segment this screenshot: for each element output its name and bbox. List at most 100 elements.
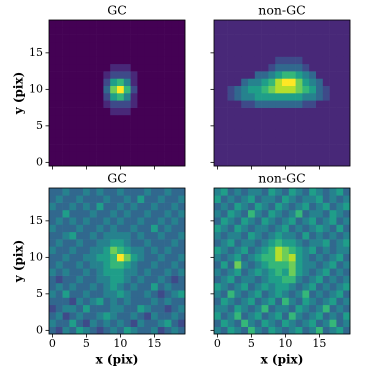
pixel (110, 136, 118, 145)
pixel (76, 261, 84, 269)
pixel (227, 319, 235, 327)
pixel (178, 34, 186, 43)
pixel (69, 202, 77, 211)
pixel (248, 268, 256, 276)
pixel (130, 202, 138, 211)
pixel (248, 202, 256, 211)
pixel (220, 107, 228, 116)
pixel (157, 239, 165, 247)
pixel (234, 209, 242, 218)
pixel (316, 129, 324, 138)
pixel (178, 217, 186, 225)
pixel (144, 253, 152, 262)
pixel (316, 217, 324, 225)
pixel (336, 27, 344, 35)
pixel (316, 246, 324, 254)
pixel (234, 253, 242, 262)
pixel (96, 114, 104, 123)
pixel (227, 144, 235, 152)
pixel (83, 114, 91, 123)
pixel (151, 100, 159, 108)
pixel (343, 224, 351, 233)
pixel (316, 136, 324, 145)
pixel (144, 151, 152, 159)
pixel (89, 224, 97, 233)
pixel (89, 56, 97, 65)
pixel (248, 209, 256, 218)
pixel (329, 158, 337, 167)
pixel (76, 188, 84, 196)
pixel (268, 319, 276, 327)
pixel (282, 188, 290, 196)
pixel (241, 224, 249, 233)
pixel (49, 41, 57, 50)
pixel (254, 202, 262, 211)
pixel (137, 209, 145, 218)
pixel (288, 122, 296, 130)
pixel (171, 56, 179, 65)
pixel (117, 326, 125, 335)
pixel (227, 107, 235, 116)
pixel (83, 71, 91, 79)
pixel (69, 34, 77, 43)
pixel (336, 144, 344, 152)
pixel (62, 217, 70, 225)
pixel (248, 93, 256, 101)
pixel (76, 20, 84, 28)
pixel (164, 253, 172, 262)
x-tick-label: 0 (214, 337, 221, 350)
pixel (157, 20, 165, 28)
pixel (220, 217, 228, 225)
pixel (62, 246, 70, 254)
pixel (275, 253, 283, 262)
pixel (83, 122, 91, 130)
pixel (164, 27, 172, 35)
pixel (144, 319, 152, 327)
pixel (137, 56, 145, 65)
pixel (295, 136, 303, 145)
pixel (144, 100, 152, 108)
pixel (254, 34, 262, 43)
pixel (227, 34, 235, 43)
pixel (329, 188, 337, 196)
pixel (302, 158, 310, 167)
pixel (343, 297, 351, 306)
pixel (316, 151, 324, 159)
pixel (69, 151, 77, 159)
pixel (343, 129, 351, 138)
pixel (76, 41, 84, 50)
pixel (123, 326, 131, 335)
pixel (322, 268, 330, 276)
pixel (55, 326, 63, 335)
pixel (96, 224, 104, 233)
y-axis-label: y (pix) (12, 240, 26, 284)
pixel (268, 107, 276, 116)
pixel (336, 188, 344, 196)
pixel (295, 34, 303, 43)
pixel (288, 71, 296, 79)
pixel (220, 312, 228, 320)
pixel (329, 78, 337, 86)
pixel (336, 107, 344, 116)
pixel (49, 224, 57, 233)
pixel (241, 49, 249, 57)
pixel (309, 136, 317, 145)
pixel (83, 304, 91, 313)
pixel (130, 224, 138, 233)
pixel (76, 78, 84, 86)
pixel (171, 319, 179, 327)
pixel (157, 253, 165, 262)
pixel (316, 253, 324, 262)
pixel (268, 93, 276, 101)
pixel (282, 195, 290, 203)
pixel (117, 78, 125, 86)
pixel (178, 275, 186, 284)
pixel (49, 114, 57, 123)
pixel (309, 151, 317, 159)
pixel (69, 49, 77, 57)
pixel (110, 100, 118, 108)
pixel (55, 122, 63, 130)
pixel (234, 224, 242, 233)
pixel (157, 326, 165, 335)
pixel (49, 195, 57, 203)
